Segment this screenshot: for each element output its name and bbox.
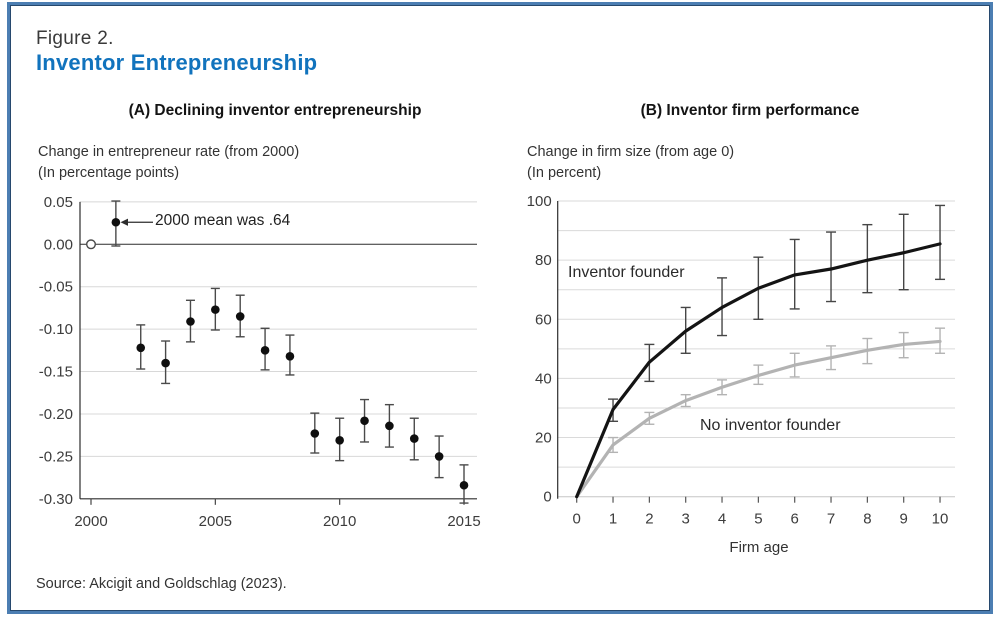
panel-a-x-tick-label: 2010: [323, 513, 356, 530]
panel-b-y-tick-label: 100: [527, 193, 552, 210]
panel-b-y-axis-caption: Change in firm size (from age 0) (In per…: [527, 142, 734, 184]
baseline-open-marker: [86, 239, 97, 250]
figure-label: Figure 2.: [36, 28, 114, 49]
annotation-arrow: [120, 218, 128, 226]
panel-a-y-tick-label: -0.20: [39, 406, 73, 423]
figure-title: Inventor Entrepreneurship: [36, 50, 318, 75]
series-label-inventor-founder: Inventor founder: [568, 264, 685, 281]
data-point: [211, 305, 220, 314]
panel-b-x-tick-label: 3: [682, 511, 690, 528]
panel-a-y-caption-line2: (In percentage points): [38, 165, 180, 181]
annotation-2000-mean: 2000 mean was .64: [155, 212, 291, 229]
panel-a-y-tick-label: -0.15: [39, 364, 73, 381]
data-point: [310, 429, 320, 438]
panel-b-x-tick-label: 2: [645, 511, 653, 528]
data-point: [385, 421, 394, 431]
panel-a-y-tick-label: -0.30: [39, 491, 73, 508]
panel-b-x-tick-label: 6: [791, 511, 799, 528]
panel-b-title: (B) Inventor firm performance: [640, 102, 860, 119]
panel-b-y-tick-label: 0: [543, 489, 551, 506]
series-line-inventor-founder: [575, 242, 942, 499]
data-point: [235, 312, 245, 321]
data-point: [285, 351, 295, 361]
panel-a-y-tick-label: -0.05: [39, 279, 73, 296]
data-point: [161, 358, 170, 368]
panel-b-y-caption-line2: (In percent): [527, 165, 602, 181]
panel-b-y-caption-line1: Change in firm size (from age 0): [527, 144, 735, 160]
panel-a-y-caption-line1: Change in entrepreneur rate (from 2000): [38, 144, 300, 160]
panel-b-x-tick-label: 7: [827, 511, 835, 528]
panel-a-x-tick-label: 2015: [447, 513, 480, 530]
panel-b-x-axis-title: Firm age: [729, 539, 789, 556]
data-point: [186, 317, 195, 326]
panel-a-y-axis-caption: Change in entrepreneur rate (from 2000) …: [38, 142, 299, 184]
panel-a-y-tick-label: 0.05: [44, 194, 73, 211]
panel-b-x-tick-label: 0: [573, 511, 581, 528]
data-point: [360, 416, 369, 426]
panel-b-x-tick-label: 5: [754, 511, 762, 528]
panel-a-y-tick-label: 0.00: [44, 236, 73, 253]
data-point: [459, 480, 469, 490]
panel-b-x-tick-label: 9: [900, 511, 908, 528]
data-point: [409, 434, 419, 443]
series-line-no-inventor-founder: [575, 339, 942, 499]
panel-b-x-tick-label: 10: [932, 511, 949, 528]
data-point: [111, 217, 121, 227]
data-point: [260, 346, 270, 355]
data-point: [434, 452, 444, 461]
panel-b-y-tick-label: 20: [535, 430, 552, 447]
panel-a-y-tick-label: -0.10: [39, 321, 73, 338]
panel-a-title: (A) Declining inventor entrepreneurship: [128, 102, 422, 119]
series-label-no-inventor-founder: No inventor founder: [700, 417, 841, 434]
panel-b-x-tick-label: 8: [863, 511, 871, 528]
panel-b-y-tick-label: 60: [535, 311, 552, 328]
panel-a-chart: 2000 2005 2010 2015 0.05 0.00 -0.05 -0.10 -0.15 -…: [39, 194, 481, 530]
panel-b-x-tick-label: 4: [718, 511, 726, 528]
panel-b-y-tick-label: 80: [535, 252, 552, 269]
data-point: [335, 435, 344, 445]
panel-a-x-tick-label: 2005: [199, 513, 232, 530]
panel-a-y-tick-label: -0.25: [39, 448, 73, 465]
panel-a-x-tick-label: 2000: [74, 513, 107, 530]
source-note: Source: Akcigit and Goldschlag (2023).: [36, 576, 287, 592]
panel-b-x-tick-label: 1: [609, 511, 617, 528]
panel-b-y-tick-label: 40: [535, 370, 552, 387]
data-point: [136, 343, 146, 353]
